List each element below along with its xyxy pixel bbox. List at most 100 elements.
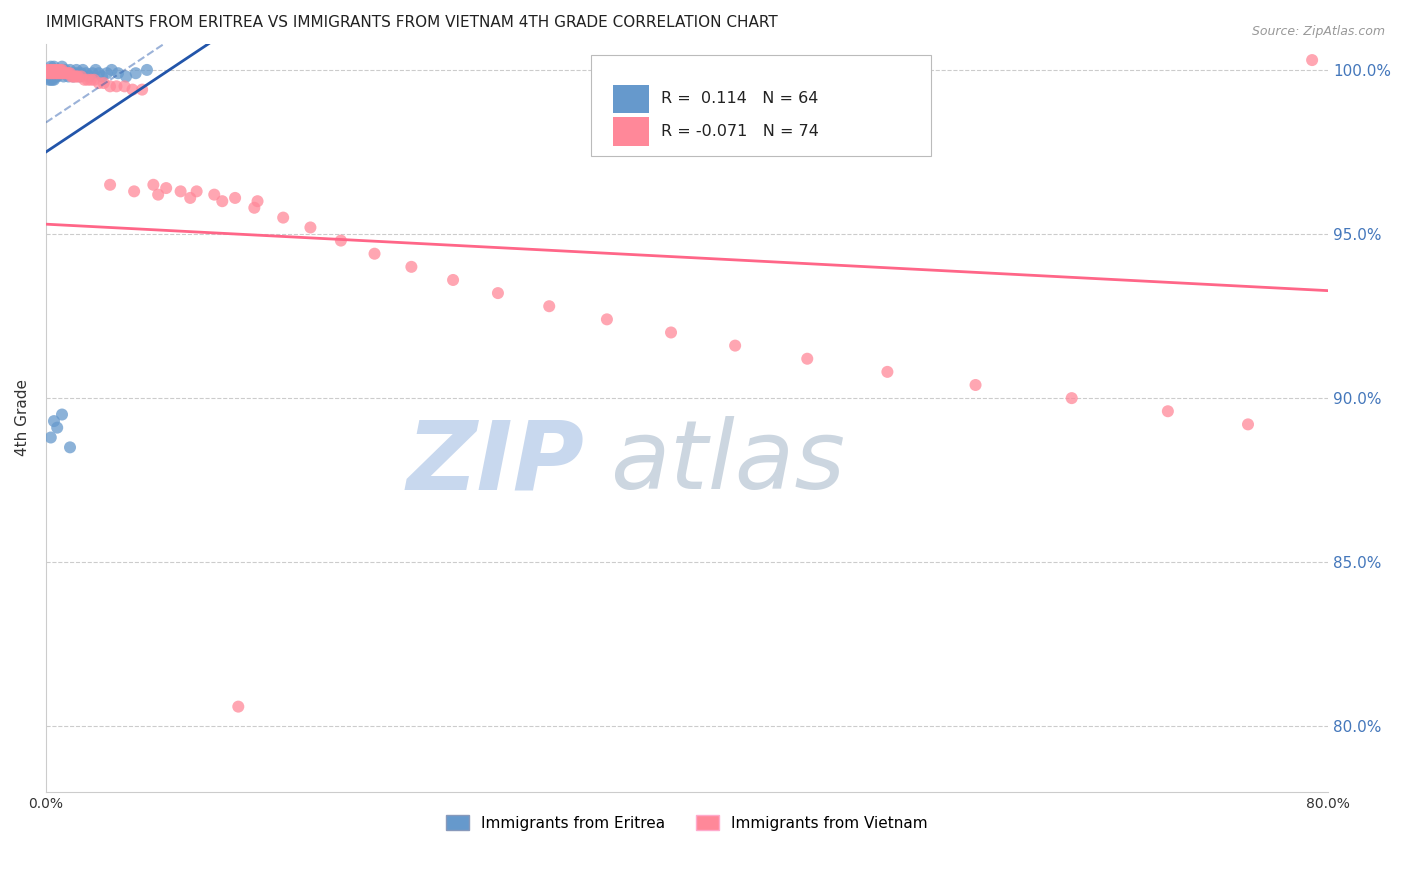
Point — [271, 211, 294, 225]
Point — [39, 62, 62, 77]
Text: Source: ZipAtlas.com: Source: ZipAtlas.com — [1251, 25, 1385, 38]
Legend: Immigrants from Eritrea, Immigrants from Vietnam: Immigrants from Eritrea, Immigrants from… — [440, 808, 934, 837]
Point — [87, 66, 110, 80]
Point — [246, 194, 269, 209]
Point — [48, 66, 70, 80]
Point — [49, 66, 72, 80]
Point — [59, 441, 82, 455]
Point — [42, 66, 65, 80]
FancyBboxPatch shape — [613, 118, 648, 145]
Point — [45, 66, 67, 80]
Point — [56, 66, 79, 80]
Point — [42, 62, 65, 77]
Point — [46, 66, 69, 80]
Point — [73, 72, 96, 87]
Point — [87, 76, 110, 90]
Point — [1157, 404, 1180, 418]
Point — [39, 66, 62, 80]
Point — [52, 66, 75, 80]
Point — [329, 234, 352, 248]
Point — [66, 70, 89, 84]
Point — [80, 72, 103, 87]
Point — [39, 60, 62, 74]
Point — [48, 62, 70, 77]
Point — [131, 82, 153, 96]
Point — [56, 66, 79, 80]
Point — [51, 60, 73, 74]
Point — [98, 79, 121, 94]
Point — [659, 326, 682, 340]
Point — [42, 60, 65, 74]
Point — [49, 66, 72, 80]
Point — [53, 66, 76, 80]
Text: ZIP: ZIP — [406, 417, 585, 509]
Point — [146, 187, 169, 202]
Point — [51, 66, 73, 80]
Point — [243, 201, 266, 215]
Point — [48, 62, 70, 77]
Point — [100, 62, 122, 77]
Point — [38, 62, 60, 77]
Point — [39, 62, 62, 77]
Point — [72, 62, 94, 77]
Point — [62, 70, 84, 84]
Point — [42, 66, 65, 80]
Point — [51, 62, 73, 77]
Point — [39, 66, 62, 80]
Point — [76, 72, 98, 87]
Y-axis label: 4th Grade: 4th Grade — [15, 379, 30, 457]
Point — [596, 312, 619, 326]
FancyBboxPatch shape — [613, 85, 648, 113]
Text: IMMIGRANTS FROM ERITREA VS IMMIGRANTS FROM VIETNAM 4TH GRADE CORRELATION CHART: IMMIGRANTS FROM ERITREA VS IMMIGRANTS FR… — [46, 15, 778, 30]
Point — [60, 66, 83, 80]
Point — [299, 220, 322, 235]
Point — [186, 185, 208, 199]
Point — [45, 66, 67, 80]
Point — [52, 70, 75, 84]
Point — [41, 72, 63, 87]
Point — [37, 62, 59, 77]
Point — [37, 62, 59, 77]
Point — [38, 70, 60, 84]
Point — [46, 62, 69, 77]
Point — [38, 66, 60, 80]
Point — [83, 72, 105, 87]
Text: atlas: atlas — [610, 417, 845, 509]
Point — [107, 66, 129, 80]
Point — [42, 414, 65, 428]
Point — [125, 66, 148, 80]
Point — [41, 70, 63, 84]
Point — [53, 62, 76, 77]
Point — [42, 70, 65, 84]
Point — [226, 699, 249, 714]
Point — [39, 72, 62, 87]
Point — [48, 66, 70, 80]
Point — [58, 70, 80, 84]
Point — [1060, 391, 1083, 405]
Point — [70, 70, 93, 84]
Point — [62, 70, 84, 84]
Point — [37, 66, 59, 80]
Point — [796, 351, 818, 366]
Point — [82, 66, 104, 80]
Point — [46, 70, 69, 84]
Point — [169, 185, 191, 199]
Point — [46, 420, 69, 434]
Point — [37, 70, 59, 84]
Point — [59, 66, 82, 80]
Point — [37, 66, 59, 80]
Point — [65, 70, 87, 84]
Point — [179, 191, 201, 205]
Point — [77, 70, 100, 84]
Point — [1301, 53, 1323, 67]
Point — [42, 72, 65, 87]
Point — [41, 62, 63, 77]
Point — [211, 194, 233, 209]
Point — [41, 66, 63, 80]
Point — [65, 62, 87, 77]
Point — [51, 408, 73, 422]
Point — [876, 365, 898, 379]
Point — [724, 338, 747, 352]
Point — [45, 62, 67, 77]
Point — [1237, 417, 1260, 432]
